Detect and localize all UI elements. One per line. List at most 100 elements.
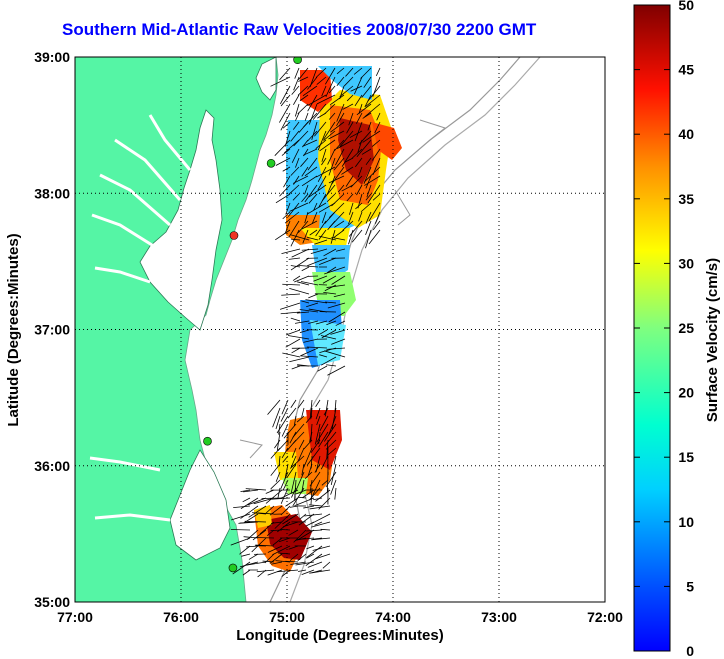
velocity-arrow xyxy=(327,148,336,165)
velocity-arrow xyxy=(341,166,354,175)
velocity-arrow xyxy=(346,121,354,134)
velocity-arrow xyxy=(376,112,381,121)
velocity-arrow xyxy=(232,561,251,575)
velocity-arrow xyxy=(313,275,328,282)
velocity-arrow xyxy=(354,121,363,142)
velocity-arrow xyxy=(298,76,309,82)
velocity-arrow xyxy=(327,447,337,456)
velocity-arrow xyxy=(267,569,283,576)
velocity-arrow xyxy=(371,148,381,161)
velocity-arrow xyxy=(362,112,372,119)
velocity-arrow xyxy=(280,112,291,131)
velocity-arrow xyxy=(280,311,301,315)
velocity-arrow xyxy=(328,311,346,323)
velocity-arrow xyxy=(302,85,318,97)
velocity-arrow xyxy=(365,175,372,189)
velocity-arrow xyxy=(253,497,275,505)
velocity-arrow xyxy=(302,229,309,244)
velocity-arrow xyxy=(233,505,251,509)
velocity-arrow xyxy=(344,157,354,163)
velocity-arrow xyxy=(279,67,291,81)
velocity-arrow xyxy=(321,85,327,97)
velocity-arrow xyxy=(305,553,323,566)
velocity-arrow xyxy=(275,415,281,430)
velocity-arrow xyxy=(275,193,291,204)
velocity-arrow xyxy=(346,94,354,102)
y-tick-label: 37:00 xyxy=(34,322,70,338)
velocity-arrow xyxy=(274,439,281,449)
velocity-arrow xyxy=(297,281,310,286)
x-tick-label: 72:00 xyxy=(587,609,623,625)
velocity-arrow xyxy=(362,130,381,143)
velocity-arrow xyxy=(299,94,309,102)
velocity-arrow xyxy=(270,447,281,459)
velocity-arrow xyxy=(321,211,327,224)
velocity-arrow xyxy=(280,489,299,499)
velocity-arrow xyxy=(315,407,321,420)
velocity-arrow xyxy=(348,211,354,225)
velocity-arrow xyxy=(334,487,337,500)
velocity-arrow xyxy=(267,399,281,415)
velocity-arrow xyxy=(313,202,318,211)
colorbar-tick-label: 35 xyxy=(678,191,694,207)
velocity-arrow xyxy=(336,139,354,149)
velocity-arrow xyxy=(351,148,363,159)
velocity-arrow xyxy=(363,76,372,88)
velocity-arrow xyxy=(314,239,328,245)
map-grid xyxy=(75,57,605,602)
velocity-arrow xyxy=(306,529,323,532)
velocity-arrow xyxy=(304,184,309,195)
velocity-arrow xyxy=(375,67,381,77)
velocity-arrow xyxy=(307,236,319,241)
velocity-arrow xyxy=(365,157,372,166)
velocity-arrow xyxy=(290,229,300,247)
velocity-arrow xyxy=(310,487,313,505)
velocity-arrow xyxy=(294,497,315,507)
velocity-arrow xyxy=(341,148,354,167)
velocity-arrow xyxy=(313,497,323,501)
velocity-arrow xyxy=(297,103,309,115)
velocity-arrow xyxy=(315,139,327,150)
velocity-arrow xyxy=(324,350,346,358)
velocity-arrow xyxy=(317,112,327,119)
colorbar-tick-label: 25 xyxy=(678,320,694,336)
velocity-arrow xyxy=(284,463,289,480)
y-axis-ticks: 39:00 38:00 37:00 36:00 35:00 xyxy=(34,49,70,610)
velocity-arrow xyxy=(315,489,331,502)
velocity-arrow xyxy=(305,299,328,304)
chesapeake-bay xyxy=(139,109,223,331)
velocity-arrow xyxy=(321,157,327,166)
velocity-arrow xyxy=(314,521,323,526)
velocity-arrow xyxy=(278,552,291,555)
velocity-arrow xyxy=(357,139,363,153)
velocity-arrow xyxy=(278,423,281,435)
velocity-arrow xyxy=(351,229,363,243)
velocity-arrow xyxy=(293,130,309,147)
velocity-arrow xyxy=(348,220,363,237)
velocity-arrow xyxy=(301,248,319,251)
station-marker xyxy=(266,158,276,168)
velocity-arrow xyxy=(291,487,297,498)
velocity-arrow xyxy=(289,455,305,469)
velocity-arrow xyxy=(354,94,363,107)
velocity-arrow xyxy=(328,415,337,436)
velocity-arrow xyxy=(367,121,372,131)
velocity-arrow xyxy=(259,521,275,535)
velocity-arrow xyxy=(309,569,331,574)
velocity-arrow xyxy=(282,166,291,172)
velocity-arrow xyxy=(291,148,300,163)
velocity-arrow xyxy=(307,76,318,90)
velocity-arrow xyxy=(331,237,346,241)
velocity-arrow xyxy=(283,139,300,154)
velocity-arrow xyxy=(330,121,345,133)
velocity-arrow xyxy=(309,479,313,493)
velocity-arrow xyxy=(314,423,321,445)
rivers xyxy=(89,114,192,522)
velocity-arrow xyxy=(286,439,297,451)
velocity-arrow xyxy=(285,202,291,215)
velocity-arrow xyxy=(308,193,318,204)
velocity-arrow xyxy=(318,229,327,240)
velocity-arrow xyxy=(280,407,289,422)
velocity-arrow xyxy=(335,248,346,252)
velocity-arrow xyxy=(325,301,337,304)
